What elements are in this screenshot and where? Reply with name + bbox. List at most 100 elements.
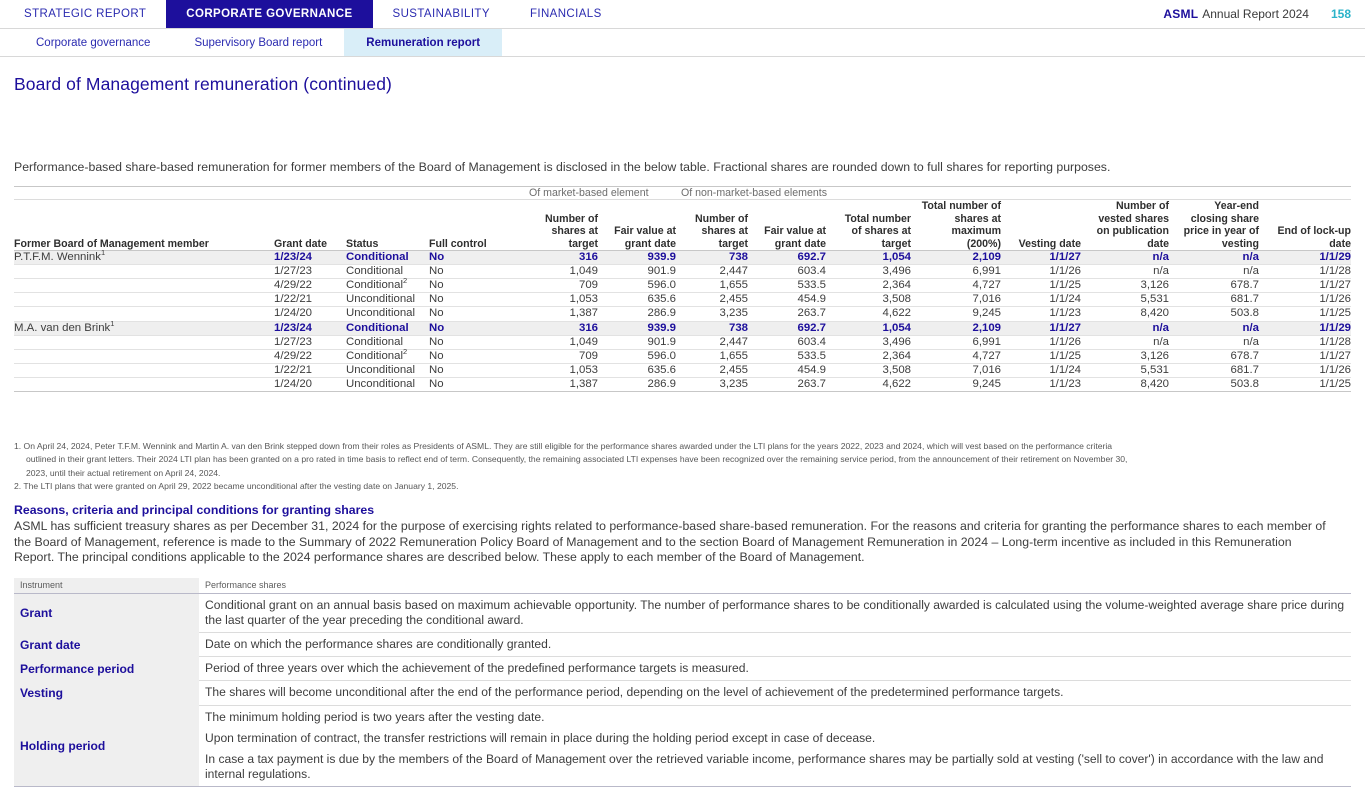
cell-full-control: No [429, 321, 524, 336]
cell-total-shares-at-target: 4,622 [826, 306, 911, 322]
table-body: P.T.F.M. Wennink1 1/23/24 Conditional No 316… [14, 249, 1351, 393]
instrument-value: Conditional grant on an annual basis bas… [199, 593, 1351, 634]
col-header-status: Status [346, 199, 429, 251]
cell-nmb-fair-value: 533.5 [748, 278, 826, 294]
cell-member-name [14, 292, 274, 308]
cell-closing-share-price: 503.8 [1169, 377, 1259, 393]
cell-nmb-fair-value: 692.7 [748, 250, 826, 266]
cell-end-of-lockup-date: 1/1/26 [1259, 292, 1351, 308]
cell-member-name [14, 264, 274, 280]
instrument-value: Period of three years over which the ach… [199, 656, 1351, 682]
cell-mb-fair-value: 635.6 [598, 363, 676, 378]
report-identifier: ASML Annual Report 2024 158 [1163, 0, 1351, 28]
cell-nmb-fair-value: 454.9 [748, 292, 826, 308]
col-header-total-shares-at-maximum: Total number of shares at maximum (200%) [911, 199, 1001, 251]
cell-vested-shares: 5,531 [1081, 363, 1169, 378]
cell-closing-share-price: 681.7 [1169, 363, 1259, 378]
cell-nmb-fair-value: 263.7 [748, 377, 826, 393]
cell-mb-fair-value: 901.9 [598, 335, 676, 350]
cell-vested-shares: n/a [1081, 250, 1169, 266]
cell-grant-date: 1/27/23 [274, 335, 346, 350]
cell-vesting-date: 1/1/24 [1001, 292, 1081, 308]
instrument-paragraph: The minimum holding period is two years … [205, 709, 545, 724]
group-header-non-market-based: Of non-market-based elements [676, 186, 1351, 200]
cell-mb-fair-value: 635.6 [598, 292, 676, 308]
cell-nmb-shares-at-target: 2,455 [676, 363, 748, 378]
cell-full-control: No [429, 377, 524, 393]
cell-vesting-date: 1/1/27 [1001, 321, 1081, 336]
instrument-row: Holding period The minimum holding period… [14, 705, 1351, 787]
cell-nmb-fair-value: 454.9 [748, 363, 826, 378]
cell-grant-date: 4/29/22 [274, 278, 346, 294]
cell-vesting-date: 1/1/26 [1001, 335, 1081, 350]
cell-grant-date: 1/23/24 [274, 321, 346, 336]
cell-member-name [14, 377, 274, 393]
cell-status: Unconditional [346, 363, 429, 378]
nav-tab-corporate-governance[interactable]: CORPORATE GOVERNANCE [166, 0, 373, 28]
cell-status: Unconditional [346, 292, 429, 308]
cell-nmb-shares-at-target: 1,655 [676, 278, 748, 294]
cell-mb-fair-value: 939.9 [598, 321, 676, 336]
cell-end-of-lockup-date: 1/1/25 [1259, 306, 1351, 322]
primary-navigation: STRATEGIC REPORT CORPORATE GOVERNANCE SU… [0, 0, 1365, 29]
cell-vesting-date: 1/1/25 [1001, 349, 1081, 364]
cell-end-of-lockup-date: 1/1/29 [1259, 321, 1351, 336]
cell-full-control: No [429, 363, 524, 378]
cell-end-of-lockup-date: 1/1/29 [1259, 250, 1351, 266]
cell-grant-date: 1/24/20 [274, 306, 346, 322]
instrument-paragraph: Date on which the performance shares are… [205, 637, 552, 652]
cell-closing-share-price: n/a [1169, 264, 1259, 280]
cell-vesting-date: 1/1/23 [1001, 377, 1081, 393]
cell-nmb-shares-at-target: 738 [676, 321, 748, 336]
cell-mb-shares-at-target: 1,049 [524, 335, 598, 350]
cell-mb-shares-at-target: 709 [524, 349, 598, 364]
nav-tab-sustainability[interactable]: SUSTAINABILITY [392, 8, 490, 20]
cell-nmb-fair-value: 692.7 [748, 321, 826, 336]
cell-full-control: No [429, 264, 524, 280]
subnav-tab-corporate-governance[interactable]: Corporate governance [36, 36, 151, 49]
cell-closing-share-price: 503.8 [1169, 306, 1259, 322]
cell-mb-shares-at-target: 1,053 [524, 292, 598, 308]
col-header-end-of-lockup-date: End of lock-up date [1259, 199, 1351, 251]
nav-tab-strategic-report[interactable]: STRATEGIC REPORT [24, 8, 147, 20]
cell-closing-share-price: 678.7 [1169, 349, 1259, 364]
cell-total-shares-at-maximum: 9,245 [911, 306, 1001, 322]
instrument-table-body: Grant Conditional grant on an annual basi… [14, 593, 1351, 787]
cell-total-shares-at-maximum: 7,016 [911, 292, 1001, 308]
cell-mb-shares-at-target: 316 [524, 321, 598, 336]
table-row: 1/24/20 Unconditional No 1,387 286.9 3,235 263… [14, 377, 1351, 393]
instrument-value: Date on which the performance shares are… [199, 632, 1351, 658]
nav-tab-financials[interactable]: FINANCIALS [529, 8, 602, 20]
cell-mb-fair-value: 286.9 [598, 306, 676, 322]
cell-nmb-fair-value: 263.7 [748, 306, 826, 322]
asml-logo-text: ASML [1163, 7, 1199, 21]
cell-vesting-date: 1/1/27 [1001, 250, 1081, 266]
cell-grant-date: 1/24/20 [274, 377, 346, 393]
cell-mb-shares-at-target: 1,049 [524, 264, 598, 280]
cell-vesting-date: 1/1/24 [1001, 363, 1081, 378]
cell-vested-shares: n/a [1081, 264, 1169, 280]
cell-status: Unconditional [346, 306, 429, 322]
instrument-col-header-key: Instrument [14, 578, 199, 594]
table-column-header-row: Former Board of Management member Grant … [14, 199, 1351, 251]
col-header-grant-date: Grant date [274, 199, 346, 251]
cell-status: Conditional [346, 335, 429, 350]
subnav-tab-remuneration-report[interactable]: Remuneration report [344, 29, 503, 56]
cell-nmb-fair-value: 603.4 [748, 335, 826, 350]
cell-status: Conditional [346, 321, 429, 336]
cell-nmb-shares-at-target: 2,447 [676, 335, 748, 350]
cell-nmb-shares-at-target: 2,455 [676, 292, 748, 308]
table-row: 1/22/21 Unconditional No 1,053 635.6 2,455 454… [14, 363, 1351, 378]
cell-grant-date: 4/29/22 [274, 349, 346, 364]
cell-total-shares-at-target: 3,508 [826, 363, 911, 378]
cell-vesting-date: 1/1/26 [1001, 264, 1081, 280]
cell-vesting-date: 1/1/25 [1001, 278, 1081, 294]
footnote-1-line-2: outlined in their grant letters. Their 2… [26, 454, 1128, 465]
cell-grant-date: 1/22/21 [274, 292, 346, 308]
instrument-paragraph: Upon termination of contract, the transf… [205, 730, 876, 745]
group-header-market-based: Of market-based element [524, 186, 676, 200]
subnav-tab-supervisory-board-report[interactable]: Supervisory Board report [194, 36, 323, 49]
table-row: M.A. van den Brink1 1/23/24 Conditional No 3… [14, 320, 1351, 336]
cell-closing-share-price: 678.7 [1169, 278, 1259, 294]
col-header-total-shares-at-target: Total number of shares at target [826, 199, 911, 251]
